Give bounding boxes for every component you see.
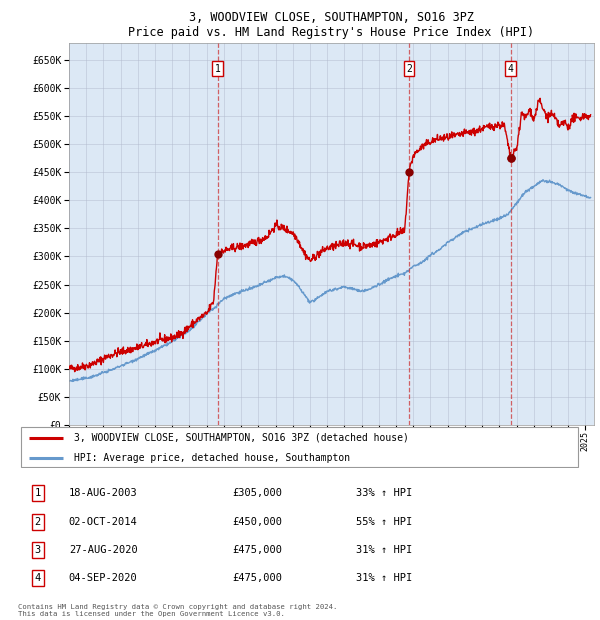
Text: £305,000: £305,000 (232, 488, 283, 498)
Text: 31% ↑ HPI: 31% ↑ HPI (356, 545, 413, 555)
Text: 3, WOODVIEW CLOSE, SOUTHAMPTON, SO16 3PZ (detached house): 3, WOODVIEW CLOSE, SOUTHAMPTON, SO16 3PZ… (74, 433, 409, 443)
Text: 4: 4 (508, 64, 514, 74)
Text: 31% ↑ HPI: 31% ↑ HPI (356, 573, 413, 583)
Text: £450,000: £450,000 (232, 517, 283, 527)
Text: 27-AUG-2020: 27-AUG-2020 (69, 545, 137, 555)
Text: 04-SEP-2020: 04-SEP-2020 (69, 573, 137, 583)
Text: 18-AUG-2003: 18-AUG-2003 (69, 488, 137, 498)
Text: 02-OCT-2014: 02-OCT-2014 (69, 517, 137, 527)
FancyBboxPatch shape (21, 427, 578, 467)
Text: HPI: Average price, detached house, Southampton: HPI: Average price, detached house, Sout… (74, 453, 350, 463)
Text: £475,000: £475,000 (232, 545, 283, 555)
Text: 1: 1 (215, 64, 220, 74)
Text: 55% ↑ HPI: 55% ↑ HPI (356, 517, 413, 527)
Text: 33% ↑ HPI: 33% ↑ HPI (356, 488, 413, 498)
Text: 2: 2 (35, 517, 41, 527)
Text: 4: 4 (35, 573, 41, 583)
Text: 3: 3 (35, 545, 41, 555)
Text: 1: 1 (35, 488, 41, 498)
Text: £475,000: £475,000 (232, 573, 283, 583)
Text: Contains HM Land Registry data © Crown copyright and database right 2024.
This d: Contains HM Land Registry data © Crown c… (18, 604, 337, 617)
Title: 3, WOODVIEW CLOSE, SOUTHAMPTON, SO16 3PZ
Price paid vs. HM Land Registry's House: 3, WOODVIEW CLOSE, SOUTHAMPTON, SO16 3PZ… (128, 11, 535, 40)
Text: 2: 2 (406, 64, 412, 74)
